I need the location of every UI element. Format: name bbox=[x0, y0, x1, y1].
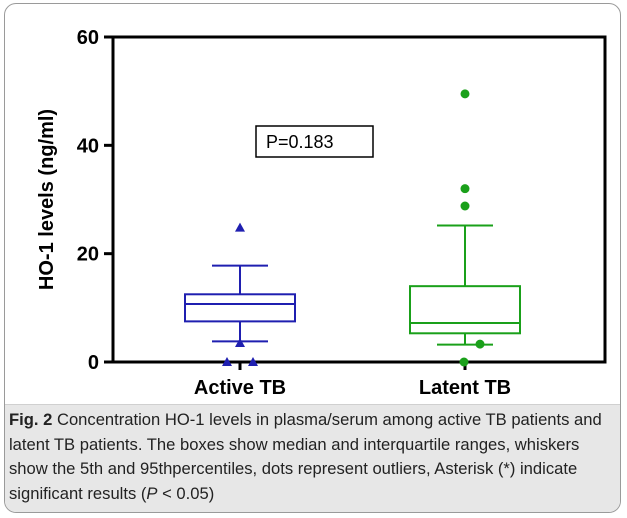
y-tick-label-3: 60 bbox=[77, 27, 99, 49]
box-plot-chart: 0 20 40 60 HO-1 levels (ng/ml) Active TB Laten… bbox=[36, 27, 607, 399]
caption-p-symbol: P bbox=[146, 483, 158, 503]
outlier-1-4 bbox=[459, 357, 469, 367]
figure-frame bbox=[4, 3, 621, 513]
x-tick-label-1: Latent TB bbox=[419, 377, 511, 399]
outlier-0-3 bbox=[248, 357, 258, 366]
outlier-0-1 bbox=[235, 338, 245, 348]
iqr-box-0 bbox=[184, 293, 296, 323]
caption-text-1: Concentration HO-1 levels in plasma/seru… bbox=[9, 410, 602, 503]
outlier-1-2 bbox=[460, 201, 470, 211]
p-value-box bbox=[255, 125, 374, 158]
caption-box bbox=[5, 404, 620, 512]
outlier-0-0 bbox=[235, 222, 245, 232]
x-tick-label-0: Active TB bbox=[194, 377, 286, 399]
figure-label: Fig. 2 bbox=[9, 410, 53, 429]
outlier-1-1 bbox=[460, 184, 470, 194]
p-value-label: P=0.183 bbox=[266, 132, 334, 152]
plot-layer: 0 20 40 60 HO-1 levels (ng/ml) Active TB Laten… bbox=[36, 27, 607, 399]
iqr-box-1 bbox=[409, 285, 521, 335]
outlier-1-0 bbox=[460, 89, 470, 99]
y-tick-label-0: 0 bbox=[88, 352, 99, 374]
outlier-0-2 bbox=[222, 357, 232, 366]
figure-caption: Fig. 2 Concentration HO-1 levels in plas… bbox=[9, 408, 609, 506]
plot-frame bbox=[111, 35, 607, 364]
y-axis-title: HO-1 levels (ng/ml) bbox=[36, 109, 58, 290]
outlier-1-3 bbox=[475, 339, 485, 349]
y-tick-label-1: 20 bbox=[77, 244, 99, 266]
y-tick-label-2: 40 bbox=[77, 135, 99, 157]
caption-text-2: < 0.05) bbox=[157, 483, 215, 503]
